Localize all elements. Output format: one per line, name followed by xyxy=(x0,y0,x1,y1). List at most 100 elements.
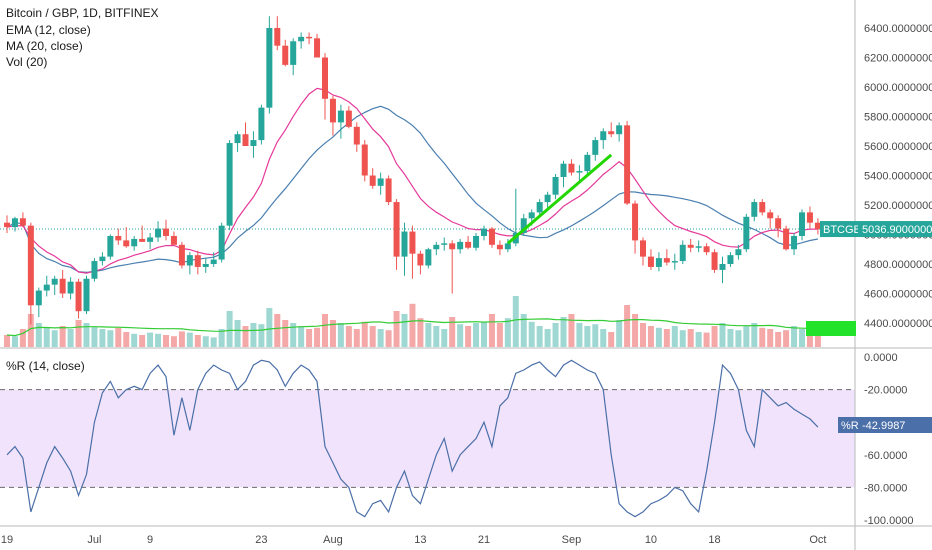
candle[interactable] xyxy=(600,128,607,149)
candle[interactable] xyxy=(377,172,384,195)
candle[interactable] xyxy=(743,213,750,253)
candle[interactable] xyxy=(814,218,821,235)
candle[interactable] xyxy=(242,122,249,146)
candle[interactable] xyxy=(27,222,34,325)
candle[interactable] xyxy=(314,33,321,58)
candle[interactable] xyxy=(504,238,511,253)
candle[interactable] xyxy=(632,200,639,254)
candle[interactable] xyxy=(83,275,90,315)
candle[interactable] xyxy=(194,250,201,275)
candle[interactable] xyxy=(210,252,217,267)
candle[interactable] xyxy=(290,38,297,76)
candle[interactable] xyxy=(353,122,360,152)
candle[interactable] xyxy=(43,275,50,297)
candle[interactable] xyxy=(544,191,551,208)
candle[interactable] xyxy=(258,104,265,145)
candle[interactable] xyxy=(425,247,432,269)
candle[interactable] xyxy=(107,234,114,260)
candle[interactable] xyxy=(783,225,790,251)
candle[interactable] xyxy=(711,249,718,273)
candle[interactable] xyxy=(35,287,42,318)
candle[interactable] xyxy=(306,32,313,45)
candle[interactable] xyxy=(202,258,209,273)
candle[interactable] xyxy=(799,209,805,241)
candle[interactable] xyxy=(536,199,543,217)
candle[interactable] xyxy=(67,277,74,300)
candle[interactable] xyxy=(647,249,654,270)
candle[interactable] xyxy=(473,233,480,251)
candle[interactable] xyxy=(266,16,273,114)
candle[interactable] xyxy=(361,140,368,182)
candle[interactable] xyxy=(703,243,710,256)
candle[interactable] xyxy=(322,53,328,120)
candle[interactable] xyxy=(695,240,702,253)
candle[interactable] xyxy=(806,206,813,229)
candle[interactable] xyxy=(337,104,344,139)
candle[interactable] xyxy=(441,237,448,251)
candle[interactable] xyxy=(457,238,464,254)
candle[interactable] xyxy=(19,212,26,228)
candle[interactable] xyxy=(75,278,82,319)
candle[interactable] xyxy=(568,159,575,176)
candle[interactable] xyxy=(59,269,66,298)
candle[interactable] xyxy=(624,120,631,205)
candle[interactable] xyxy=(218,222,225,263)
candle[interactable] xyxy=(616,122,623,142)
candle[interactable] xyxy=(401,222,408,276)
candle[interactable] xyxy=(131,235,138,251)
candle[interactable] xyxy=(663,249,670,266)
candle[interactable] xyxy=(298,32,305,49)
candle[interactable] xyxy=(608,122,615,138)
candle[interactable] xyxy=(727,252,734,267)
candle[interactable] xyxy=(751,199,758,222)
candle[interactable] xyxy=(345,106,352,129)
candle[interactable] xyxy=(560,160,567,188)
candle[interactable] xyxy=(791,233,798,256)
trend-line-annotation[interactable] xyxy=(506,153,613,245)
candle[interactable] xyxy=(552,174,559,200)
candle[interactable] xyxy=(11,216,18,232)
candle[interactable] xyxy=(226,140,233,231)
candle[interactable] xyxy=(170,231,177,245)
candle[interactable] xyxy=(163,219,169,241)
candle[interactable] xyxy=(99,252,106,266)
candle[interactable] xyxy=(759,199,766,216)
candle[interactable] xyxy=(671,253,678,270)
candle[interactable] xyxy=(178,241,185,269)
candle[interactable] xyxy=(584,151,591,176)
candle[interactable] xyxy=(123,227,130,248)
candle[interactable] xyxy=(417,250,424,275)
candle[interactable] xyxy=(719,256,726,284)
candle[interactable] xyxy=(91,258,98,282)
candle[interactable] xyxy=(775,215,782,238)
candle[interactable] xyxy=(393,199,400,270)
candle[interactable] xyxy=(139,225,146,242)
candle[interactable] xyxy=(4,215,10,234)
candle[interactable] xyxy=(640,237,646,266)
candle[interactable] xyxy=(433,241,440,256)
candle[interactable] xyxy=(409,225,416,279)
candle[interactable] xyxy=(488,227,495,248)
candle[interactable] xyxy=(155,221,162,242)
candle[interactable] xyxy=(369,168,376,189)
candle[interactable] xyxy=(147,233,154,250)
candle[interactable] xyxy=(51,275,58,295)
candle[interactable] xyxy=(735,244,742,260)
candle[interactable] xyxy=(234,131,241,152)
candle[interactable] xyxy=(679,240,686,264)
candle[interactable] xyxy=(481,225,487,241)
candle[interactable] xyxy=(496,240,503,256)
candle[interactable] xyxy=(186,252,193,275)
candle[interactable] xyxy=(250,131,257,158)
candle[interactable] xyxy=(767,209,774,229)
candle[interactable] xyxy=(520,213,527,236)
candle[interactable] xyxy=(329,95,336,136)
candle[interactable] xyxy=(576,165,583,182)
candle[interactable] xyxy=(274,16,281,51)
candle[interactable] xyxy=(655,252,662,272)
candle[interactable] xyxy=(449,240,456,294)
candle[interactable] xyxy=(687,238,694,253)
candle[interactable] xyxy=(385,175,392,206)
candle[interactable] xyxy=(282,39,289,67)
